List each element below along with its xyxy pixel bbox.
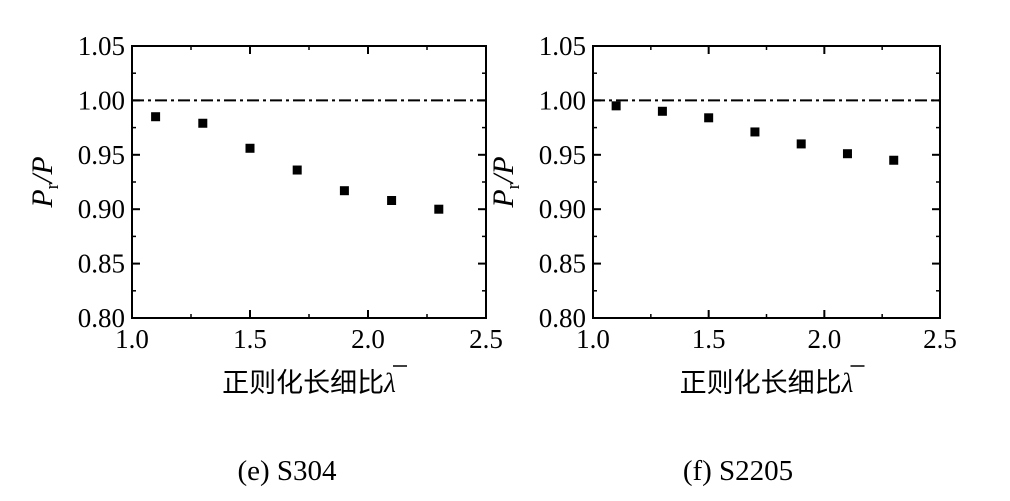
plot-frame [592,45,941,319]
y-tick-label: 0.90 [78,194,125,224]
x-label-symbol: λ [841,368,854,398]
y-label-tail: /P [487,156,520,185]
y-tick-label: 1.00 [78,85,125,115]
y-label-subscript: r [503,182,524,189]
data-point [339,186,349,196]
x-tick-label: 2.0 [807,324,841,354]
x-label-text: 正则化长细比 [680,368,842,398]
y-tick-label: 0.90 [539,194,586,224]
data-point [657,106,667,116]
x-tick-label: 2.0 [351,324,385,354]
y-tick-label: 1.00 [539,85,586,115]
x-label-symbol: λ [383,368,396,398]
data-point [434,204,444,214]
y-tick-label: 0.80 [539,303,586,333]
data-point [387,195,397,205]
y-tick-label: 0.80 [78,303,125,333]
data-point [245,143,255,153]
y-tick-label: 0.85 [539,249,586,279]
x-tick-label: 1.5 [233,324,267,354]
y-tick-label: 1.05 [78,31,125,61]
x-tick-label: 2.5 [923,324,957,354]
x-label-text: 正则化长细比 [222,368,384,398]
data-point [198,118,208,128]
plot-frame [131,45,487,319]
y-tick-label: 0.95 [539,140,586,170]
x-tick-label: 1.5 [692,324,726,354]
x-tick-label: 1.0 [115,324,149,354]
y-label-main: P [487,189,520,208]
y-tick-label: 1.05 [539,31,586,61]
panel-caption: (e) S304 [237,455,337,487]
y-axis-label: Pr/P [487,156,524,208]
y-label-tail: /P [26,156,59,185]
x-axis-label: 正则化长细比λ [222,368,396,398]
y-tick-label: 0.85 [78,249,125,279]
y-label-main: P [26,189,59,208]
data-point [842,149,852,159]
panel-caption: (f) S2205 [683,455,793,487]
data-point [889,155,899,165]
data-point [292,165,302,175]
data-point [750,127,760,137]
y-axis-label: Pr/P [26,156,63,208]
x-tick-label: 2.5 [469,324,503,354]
y-tick-label: 0.95 [78,140,125,170]
chart-panel-e: 0.80 0.85 0.90 0.95 1.00 1.05 1.0 1.5 2.0 2.5 Pr/P… [26,31,503,487]
data-point [151,112,161,122]
chart-panel-f: 0.80 0.85 0.90 0.95 1.00 1.05 1.0 1.5 2.0 2.5 Pr/P… [487,31,957,487]
x-axis-label: 正则化长细比λ [680,368,854,398]
data-point [796,139,806,149]
x-tick-label: 1.0 [576,324,610,354]
data-point [704,113,714,123]
data-point [611,101,621,111]
y-label-subscript: r [42,182,63,189]
